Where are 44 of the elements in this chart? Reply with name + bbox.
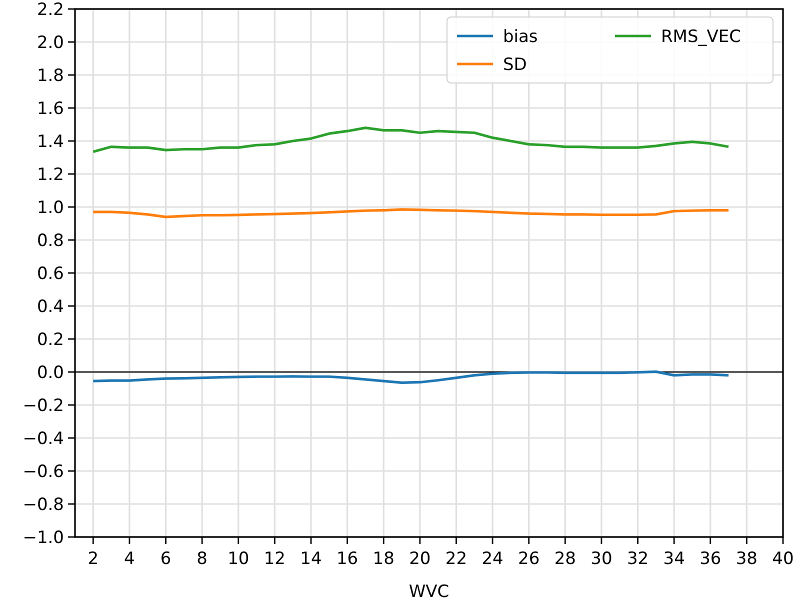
y-tick-label: 2.0 [36, 32, 64, 53]
y-tick-label: 2.2 [36, 0, 64, 20]
legend-label: bias [503, 26, 538, 47]
y-tick-label: 0.2 [36, 330, 64, 350]
y-tick-label: 1.0 [36, 198, 64, 218]
y-tick-label: 0.6 [36, 264, 64, 284]
x-axis-title: WVC [408, 582, 450, 602]
line-series [92, 126, 730, 154]
x-tick-label: 10 [228, 549, 250, 569]
y-tick-label: −0.6 [22, 462, 64, 482]
y-tick-label: 0.8 [36, 230, 64, 251]
x-tick-label: 2 [88, 549, 99, 569]
y-tick-label: 1.6 [36, 98, 64, 119]
y-tick-label: 0.4 [36, 296, 64, 317]
legend-label: RMS_VEC [661, 26, 742, 47]
x-tick-label: 30 [590, 549, 612, 569]
legend-label: SD [503, 54, 527, 75]
line-series [92, 208, 730, 218]
x-tick-label: 40 [772, 549, 794, 569]
x-tick-label: 28 [554, 549, 576, 569]
x-tick-label: 38 [736, 549, 758, 569]
x-tick-label: 20 [409, 549, 431, 569]
x-tick-label: 14 [300, 549, 322, 569]
y-tick-label: 0.0 [36, 362, 64, 383]
y-tick-label: −0.2 [22, 396, 64, 416]
y-tick-label: 1.2 [36, 164, 64, 185]
x-tick-label: 36 [700, 549, 722, 569]
x-tick-label: 8 [196, 549, 208, 569]
x-tick-label: 26 [518, 549, 540, 569]
y-tick-label: −1.0 [22, 528, 64, 548]
x-tick-label: 16 [336, 549, 358, 569]
x-tick-label: 18 [372, 549, 394, 569]
x-tick-label: 24 [482, 549, 504, 569]
x-tick-label: 34 [663, 549, 685, 569]
x-tick-label: 4 [124, 549, 135, 569]
x-tick-label: 6 [160, 549, 172, 569]
y-tick-label: −0.8 [22, 494, 64, 515]
x-tick-label: 22 [445, 549, 468, 569]
x-tick-label: 32 [626, 549, 649, 569]
y-tick-label: 1.8 [36, 66, 64, 86]
line-series [92, 370, 730, 384]
y-tick-label: 1.4 [36, 132, 64, 152]
y-tick-label: −0.4 [22, 428, 64, 449]
x-tick-label: 12 [264, 549, 286, 569]
